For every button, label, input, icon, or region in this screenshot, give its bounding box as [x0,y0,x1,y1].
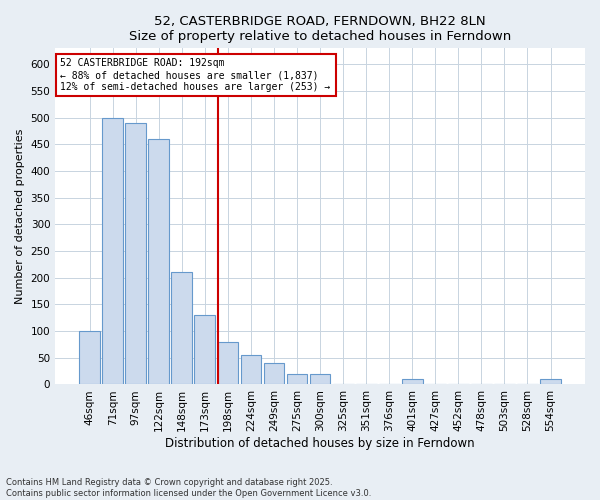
Bar [402,379,422,384]
Text: Contains HM Land Registry data © Crown copyright and database right 2025.
Contai: Contains HM Land Registry data © Crown c… [6,478,371,498]
Bar [218,342,238,384]
Bar [125,123,146,384]
X-axis label: Distribution of detached houses by size in Ferndown: Distribution of detached houses by size … [165,437,475,450]
Title: 52, CASTERBRIDGE ROAD, FERNDOWN, BH22 8LN
Size of property relative to detached : 52, CASTERBRIDGE ROAD, FERNDOWN, BH22 8L… [129,15,511,43]
Bar [263,363,284,384]
Bar [148,139,169,384]
Text: 52 CASTERBRIDGE ROAD: 192sqm
← 88% of detached houses are smaller (1,837)
12% of: 52 CASTERBRIDGE ROAD: 192sqm ← 88% of de… [61,58,331,92]
Bar [172,272,192,384]
Bar [79,331,100,384]
Y-axis label: Number of detached properties: Number of detached properties [15,128,25,304]
Bar [241,355,262,384]
Bar [287,374,307,384]
Bar [102,118,123,384]
Bar [194,315,215,384]
Bar [310,374,331,384]
Bar [540,379,561,384]
